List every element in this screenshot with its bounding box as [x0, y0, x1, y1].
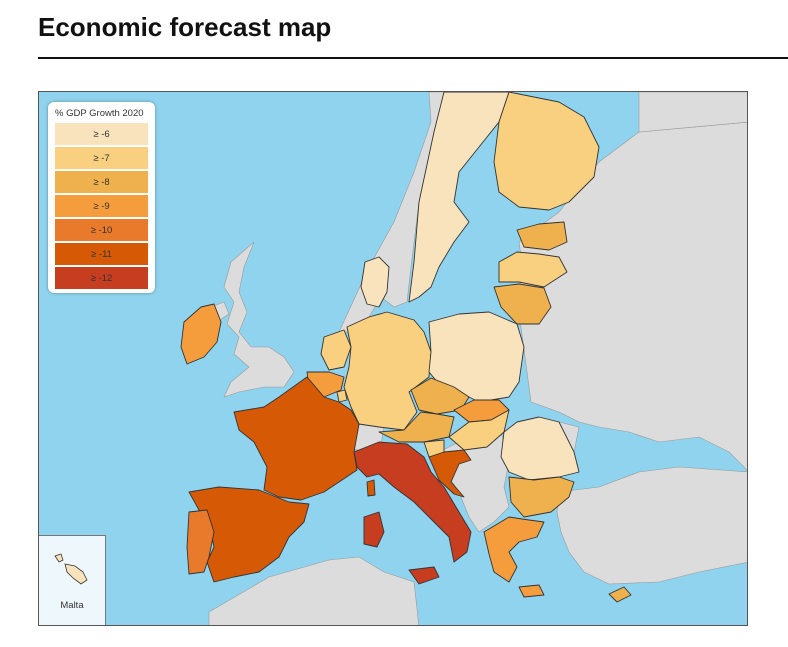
estonia-region[interactable]: [516, 221, 568, 251]
legend-items: ≥ -6 ≥ -7 ≥ -8 ≥ -9 ≥ -10 ≥ -11 ≥ -12: [55, 123, 148, 289]
croatia-region[interactable]: [428, 449, 472, 498]
malta-inset[interactable]: Malta: [39, 535, 106, 625]
poland-region[interactable]: [428, 311, 525, 403]
denmark-region[interactable]: [360, 256, 390, 308]
malta-region[interactable]: [54, 553, 64, 563]
europe-map[interactable]: [39, 92, 748, 626]
hungary-region[interactable]: [448, 409, 510, 451]
luxembourg-region[interactable]: [336, 389, 348, 403]
lithuania-region[interactable]: [493, 283, 552, 325]
legend-item: ≥ -12: [55, 267, 148, 289]
austria-region[interactable]: [378, 411, 455, 443]
france-region[interactable]: [233, 376, 360, 501]
malta-shape: [54, 553, 88, 585]
latvia-region[interactable]: [498, 251, 568, 288]
bulgaria-region[interactable]: [508, 476, 575, 518]
title-divider: [38, 57, 788, 59]
russia-north: [638, 92, 747, 133]
greece-region[interactable]: [518, 584, 545, 598]
map-legend: % GDP Growth 2020 ≥ -6 ≥ -7 ≥ -8 ≥ -9 ≥ -10 ≥…: [48, 102, 155, 293]
greece-region[interactable]: [483, 516, 545, 583]
north-africa: [208, 556, 420, 625]
legend-item: ≥ -7: [55, 147, 148, 169]
france-region[interactable]: [366, 479, 376, 497]
map-container[interactable]: % GDP Growth 2020 ≥ -6 ≥ -7 ≥ -8 ≥ -9 ≥ -10 ≥…: [38, 91, 748, 626]
malta-label: Malta: [60, 600, 84, 611]
netherlands-region[interactable]: [320, 329, 352, 371]
germany-region[interactable]: [343, 311, 432, 431]
turkey: [556, 466, 747, 585]
page-title: Economic forecast map: [38, 12, 332, 42]
finland-region[interactable]: [493, 92, 600, 211]
czechia-region[interactable]: [410, 377, 470, 415]
sweden-region[interactable]: [408, 92, 510, 303]
eu-countries[interactable]: [180, 92, 632, 603]
italy-region[interactable]: [363, 511, 385, 548]
italy-region[interactable]: [408, 566, 440, 585]
italy-region[interactable]: [353, 441, 472, 563]
non-member-land: [208, 92, 747, 625]
legend-title: % GDP Growth 2020: [55, 108, 144, 119]
romania-region[interactable]: [500, 416, 580, 481]
ireland-region[interactable]: [180, 303, 222, 365]
legend-item: ≥ -6: [55, 123, 148, 145]
legend-item: ≥ -10: [55, 219, 148, 241]
portugal-region[interactable]: [186, 509, 215, 575]
malta-region[interactable]: [64, 563, 88, 585]
great-britain: [223, 241, 295, 398]
legend-item: ≥ -11: [55, 243, 148, 265]
cyprus-region[interactable]: [608, 586, 632, 603]
legend-item: ≥ -9: [55, 195, 148, 217]
legend-item: ≥ -8: [55, 171, 148, 193]
